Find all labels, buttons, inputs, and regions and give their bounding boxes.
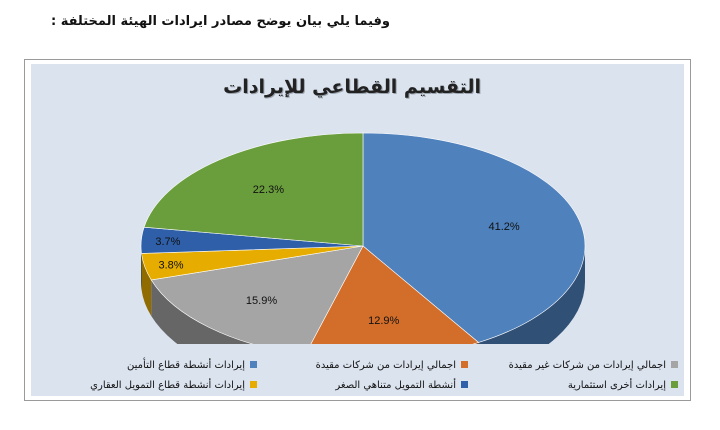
legend-item-5: أنشطة التمويل متناهي الصغر [335,379,468,393]
data-label-3: 15.9% [246,295,277,307]
chart-title: التقسيم القطاعي للإيرادات [223,76,481,98]
legend-swatch [671,361,678,368]
legend-label: اجمالي إيرادات من شركات مقيدة [315,360,456,371]
data-label-4: 3.8% [158,259,183,271]
legend-label: إيرادات أنشطة قطاع التأمين [127,360,245,371]
legend-swatch [461,361,468,368]
pie-chart-svg: 41.2% 12.9% 15.9% 3.8% 3.7% 22.3% [140,132,586,344]
pie-side-layer [141,246,585,344]
pie-slice-2 [310,245,480,344]
legend-label: إيرادات أنشطة قطاع التمويل العقاري [90,380,245,391]
data-label-5: 3.7% [155,236,180,248]
legend-item-3: اجمالي إيرادات من شركات غير مقيدة [509,359,678,373]
chart-frame: 41.2% 12.9% 15.9% 3.8% 3.7% 22.3% التقسيم الق… [24,59,691,401]
legend-item-2: اجمالي إيرادات من شركات مقيدة [316,359,468,373]
pie-slice-side-4 [141,253,152,316]
legend-swatch [250,361,257,368]
legend-label: إيرادات أخرى استثمارية [567,380,666,391]
legend-swatch [461,381,468,388]
data-label-1: 41.2% [488,221,519,233]
pie-top-layer [140,132,586,344]
pie-label-layer: 41.2% 12.9% 15.9% 3.8% 3.7% 22.3% [155,184,520,327]
legend-item-4: إيرادات أنشطة قطاع التمويل العقاري [90,379,257,393]
pie-slice-1 [362,132,586,343]
data-label-2: 12.9% [368,315,399,327]
pie-slice-side-2 [473,342,479,344]
intro-text: وفيما يلي بيان يوضح مصادر ايرادات الهيئة… [50,14,390,29]
chart-plot-area: 41.2% 12.9% 15.9% 3.8% 3.7% 22.3% التقسيم الق… [31,64,684,396]
pie-slice-side-1 [478,246,585,344]
legend-item-1: إيرادات أنشطة قطاع التأمين [127,359,257,373]
legend-label: اجمالي إيرادات من شركات غير مقيدة [508,360,666,371]
legend-swatch [250,381,257,388]
legend-item-6: إيرادات أخرى استثمارية [568,379,678,393]
data-label-6: 22.3% [253,184,284,196]
legend-label: أنشطة التمويل متناهي الصغر [335,380,456,391]
pie-slice-6 [143,132,364,247]
pie-slice-side-3 [151,279,253,344]
legend-swatch [671,381,678,388]
pie-slice-3 [150,245,364,344]
chart-legend: إيرادات أنشطة قطاع التأمين اجمالي إيرادات… [31,344,684,396]
